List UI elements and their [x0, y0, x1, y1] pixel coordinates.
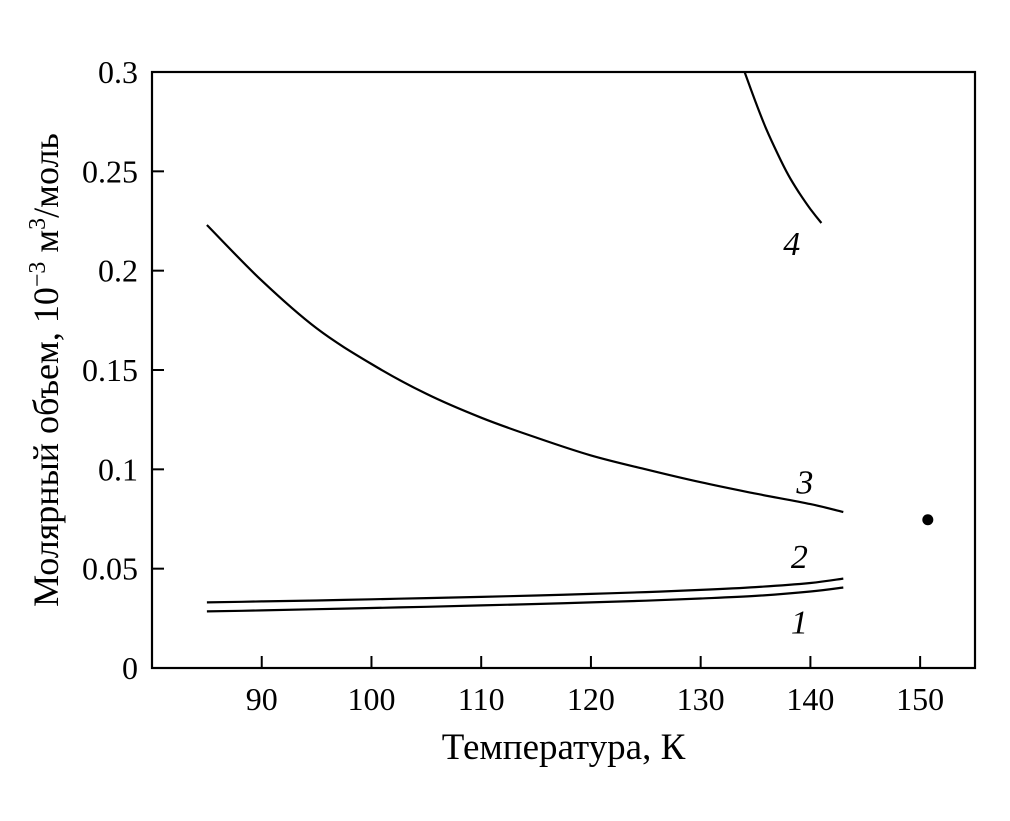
curve-label-2: 2: [791, 539, 808, 576]
y-tick-label-0.2: 0.2: [98, 253, 138, 289]
x-axis-title: Температура, К: [441, 727, 686, 768]
y-axis-title-exponent: −3: [25, 261, 51, 288]
x-tick-label-120: 120: [567, 681, 615, 717]
curve-label-4: 4: [783, 226, 800, 263]
y-axis-title-unit-exponent: 3: [25, 217, 51, 230]
curve-4: [743, 71, 823, 224]
y-tick-label-0: 0: [122, 650, 138, 686]
y-tick-label-0.25: 0.25: [82, 153, 138, 189]
y-axis-title-unit: м: [26, 229, 66, 262]
x-tick-label-130: 130: [677, 681, 725, 717]
y-tick-label-0.05: 0.05: [82, 551, 138, 587]
x-tick-label-100: 100: [347, 681, 395, 717]
y-axis-title-suffix: /моль: [26, 133, 66, 218]
y-tick-label-0.1: 0.1: [98, 451, 138, 487]
x-tick-label-150: 150: [896, 681, 944, 717]
curve-1: [206, 586, 844, 613]
plot-frame: [150, 70, 977, 670]
x-tick-label-140: 140: [786, 681, 834, 717]
y-tick-label-0.3: 0.3: [98, 54, 138, 90]
curve-label-1: 1: [791, 604, 808, 641]
y-axis-title-prefix: Молярный объем, 10: [26, 287, 66, 607]
y-tick-label-0.15: 0.15: [82, 352, 138, 388]
curve-label-3: 3: [795, 464, 813, 501]
critical-point: [922, 514, 934, 526]
x-tick-label-90: 90: [246, 681, 278, 717]
curve-3: [206, 224, 844, 514]
y-axis-title: Молярный объем, 10−3 м3/моль: [15, 20, 66, 720]
curve-2: [206, 577, 844, 604]
x-tick-label-110: 110: [458, 681, 505, 717]
